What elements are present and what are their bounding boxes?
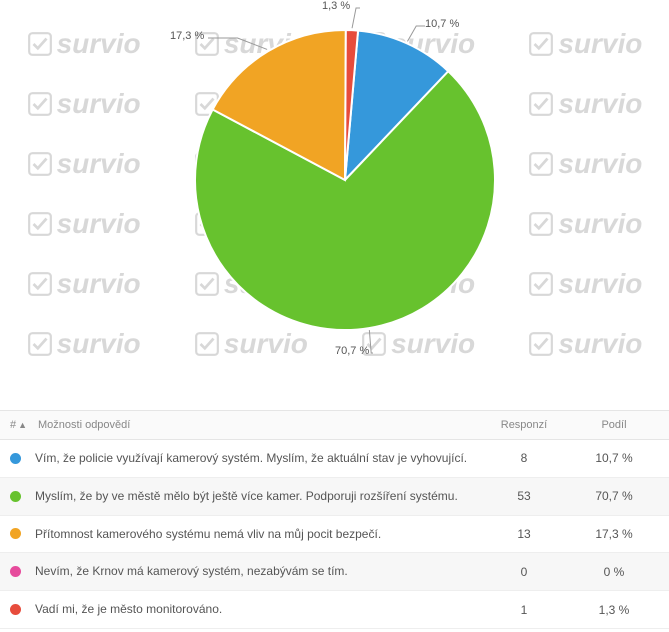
row-option: Přítomnost kamerového systému nemá vliv … xyxy=(35,526,479,543)
table-header[interactable]: #▲ Možnosti odpovědí Responzí Podíl xyxy=(0,410,669,440)
pie-chart: 10,7 % 70,7 % 17,3 % 1,3 % xyxy=(0,0,669,410)
row-option: Nevím, že Krnov má kamerový systém, neza… xyxy=(35,563,479,580)
row-responses: 8 xyxy=(479,451,569,465)
table-body: Vím, že policie využívají kamerový systé… xyxy=(0,440,669,629)
slice-label: 70,7 % xyxy=(335,345,369,357)
row-responses: 53 xyxy=(479,489,569,503)
slice-label: 17,3 % xyxy=(170,30,204,42)
slice-label: 10,7 % xyxy=(425,18,459,30)
table-row: Vadí mi, že je město monitorováno.11,3 % xyxy=(0,591,669,629)
row-color-bullet xyxy=(10,528,21,539)
slice-label: 1,3 % xyxy=(322,0,350,12)
row-color-bullet xyxy=(10,453,21,464)
row-share: 17,3 % xyxy=(569,527,659,541)
row-share: 70,7 % xyxy=(569,489,659,503)
table-row: Myslím, že by ve městě mělo být ještě ví… xyxy=(0,478,669,516)
row-option: Myslím, že by ve městě mělo být ještě ví… xyxy=(35,488,479,505)
results-table: #▲ Možnosti odpovědí Responzí Podíl Vím,… xyxy=(0,410,669,629)
table-row: Vím, že policie využívají kamerový systé… xyxy=(0,440,669,478)
table-row: Přítomnost kamerového systému nemá vliv … xyxy=(0,516,669,554)
row-color-bullet xyxy=(10,491,21,502)
row-color-bullet xyxy=(10,604,21,615)
header-option: Možnosti odpovědí xyxy=(38,419,479,431)
table-row: Nevím, že Krnov má kamerový systém, neza… xyxy=(0,553,669,591)
header-responses: Responzí xyxy=(479,419,569,431)
row-responses: 0 xyxy=(479,565,569,579)
row-share: 10,7 % xyxy=(569,451,659,465)
row-color-bullet xyxy=(10,566,21,577)
row-share: 1,3 % xyxy=(569,603,659,617)
row-responses: 13 xyxy=(479,527,569,541)
row-share: 0 % xyxy=(569,565,659,579)
header-share: Podíl xyxy=(569,419,659,431)
header-index: #▲ xyxy=(10,419,38,431)
row-responses: 1 xyxy=(479,603,569,617)
row-option: Vím, že policie využívají kamerový systé… xyxy=(35,450,479,467)
row-option: Vadí mi, že je město monitorováno. xyxy=(35,601,479,618)
